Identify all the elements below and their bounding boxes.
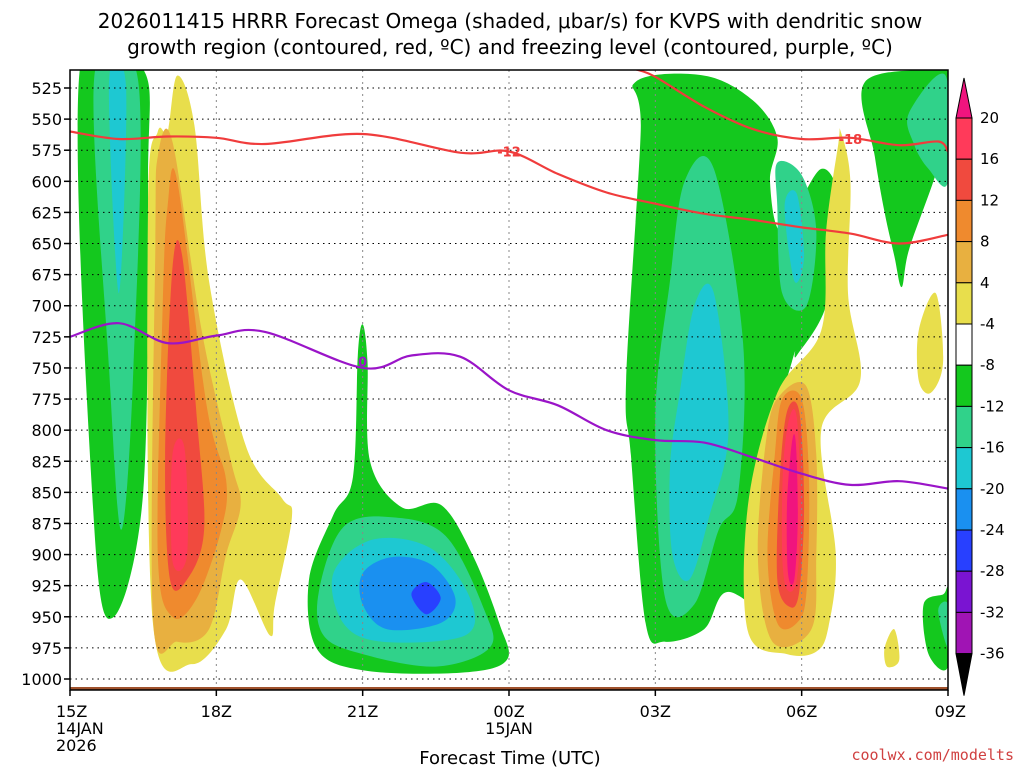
omega-region--12	[938, 601, 948, 648]
omega-region-20	[170, 438, 188, 572]
contour-label-0: 0	[358, 356, 367, 371]
colorbar-label: -24	[980, 521, 1005, 539]
contour-lines: 0 -12 -18	[70, 70, 948, 490]
x-tick-label: 09Z	[935, 702, 966, 721]
omega-region--24	[411, 581, 441, 615]
omega-region--16	[108, 70, 127, 294]
colorbar-bin	[955, 241, 973, 284]
colorbar-label: -16	[980, 439, 1005, 457]
colorbar-bin	[955, 529, 973, 572]
colorbar-bin	[955, 611, 973, 655]
colorbar-top-cap	[955, 77, 973, 119]
colorbar-bin	[955, 117, 973, 160]
colorbar-bin	[955, 323, 973, 366]
contour-line-2	[635, 70, 948, 153]
y-tick-label: 800	[31, 421, 62, 440]
colorbar-label: -4	[980, 315, 995, 333]
x-tick-label: 2026	[56, 736, 97, 755]
omega-shading	[77, 70, 948, 674]
y-tick-label: 625	[31, 203, 62, 222]
colorbar-bin	[955, 570, 973, 613]
y-tick-label: 775	[31, 390, 62, 409]
y-tick-label: 600	[31, 172, 62, 191]
y-tick-label: 825	[31, 452, 62, 471]
x-tick-label: 21Z	[347, 702, 378, 721]
y-tick-label: 750	[31, 359, 62, 378]
plot-area: 0 -12 -18	[70, 70, 948, 690]
omega-region-4	[884, 629, 900, 668]
y-axis: 525 550 575 600 625 650 675 700 725 750 775 800 825 8…	[21, 79, 70, 689]
omega-region--16	[784, 190, 805, 283]
y-tick-label: 550	[31, 110, 62, 129]
x-tick-label: 15Z	[56, 702, 87, 721]
chart-title-line1: 2026011415 HRRR Forecast Omega (shaded, …	[98, 9, 922, 33]
x-tick-label: 03Z	[640, 702, 671, 721]
contour-label-1: -12	[497, 145, 521, 160]
x-tick-label: 06Z	[786, 702, 817, 721]
colorbar-bin	[955, 364, 973, 407]
x-axis-label: Forecast Time (UTC)	[419, 748, 600, 768]
omega-region--16	[669, 283, 729, 582]
chart-title-line2: growth region (contoured, red, ºC) and f…	[127, 35, 893, 59]
y-tick-label: 850	[31, 483, 62, 502]
colorbar-label: -36	[980, 645, 1005, 663]
colorbar-bin	[955, 405, 973, 449]
colorbar-label: 8	[980, 233, 990, 251]
colorbar-label: -28	[980, 562, 1005, 580]
contour-line-1	[70, 130, 948, 245]
y-tick-label: 950	[31, 608, 62, 627]
colorbar-label: -8	[980, 356, 995, 374]
terrain-surface	[70, 687, 948, 690]
colorbar-label: 12	[980, 191, 999, 209]
y-tick-label: 925	[31, 577, 62, 596]
x-tick-label: 15JAN	[485, 719, 533, 738]
y-tick-label: 900	[31, 546, 62, 565]
x-tick-label: 00Z	[493, 702, 524, 721]
y-tick-label: 1000	[21, 670, 62, 689]
y-tick-label: 875	[31, 514, 62, 533]
colorbar-bin	[955, 158, 973, 201]
y-tick-label: 575	[31, 141, 62, 160]
colorbar: 20 16 12 8 4 -4 -8 -12 -16 -20 -24 -28 -32 -36	[955, 77, 1005, 696]
y-tick-label: 675	[31, 266, 62, 285]
colorbar-label: 16	[980, 150, 999, 168]
y-tick-label: 650	[31, 235, 62, 254]
omega-region--12	[907, 73, 948, 187]
colorbar-bin	[955, 447, 973, 490]
omega-region--12	[93, 70, 141, 530]
omega-region-4	[916, 292, 944, 394]
y-tick-label: 700	[31, 297, 62, 316]
contour-line-0	[70, 322, 948, 490]
colorbar-bin	[955, 282, 973, 325]
colorbar-label: 4	[980, 274, 990, 292]
colorbar-bottom-cap	[955, 653, 973, 696]
colorbar-label: -12	[980, 397, 1005, 415]
x-tick-label: 14JAN	[56, 719, 104, 738]
colorbar-label: 20	[980, 109, 999, 127]
y-tick-label: 725	[31, 328, 62, 347]
colorbar-bin	[955, 488, 973, 531]
colorbar-bin	[955, 199, 973, 243]
gridlines	[70, 70, 948, 690]
colorbar-label: -20	[980, 480, 1005, 498]
x-tick-label: 18Z	[201, 702, 232, 721]
credit-text[interactable]: coolwx.com/modelts	[851, 746, 1014, 764]
y-tick-label: 525	[31, 79, 62, 98]
y-tick-label: 975	[31, 639, 62, 658]
colorbar-label: -32	[980, 603, 1005, 621]
contour-label-2: -18	[839, 133, 863, 148]
